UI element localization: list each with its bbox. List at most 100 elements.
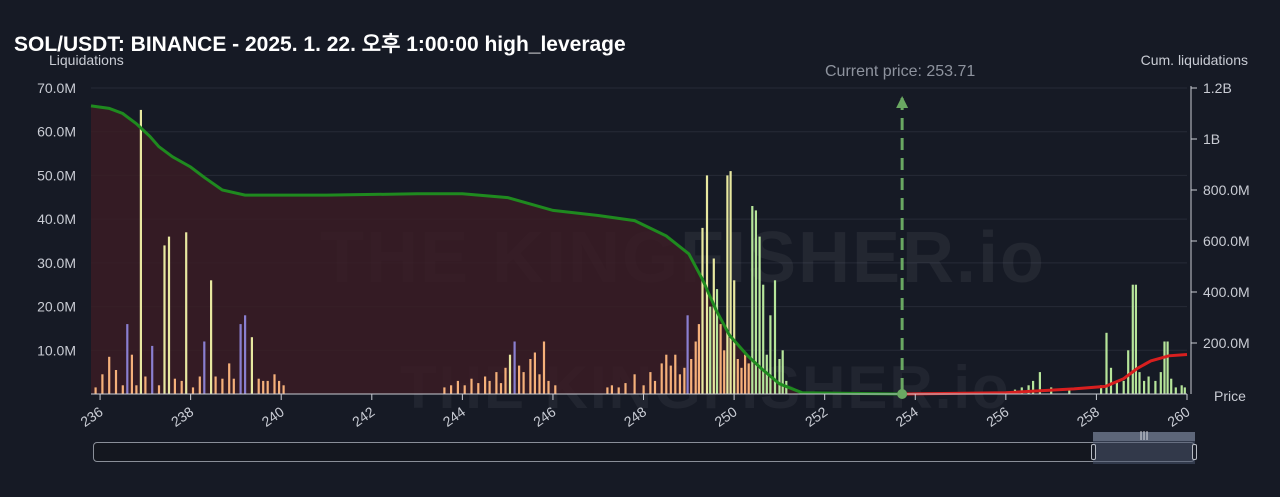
liquidation-bar	[751, 206, 754, 394]
liquidation-bar	[547, 380, 550, 394]
liquidation-bar	[262, 380, 265, 394]
liquidation-bar	[508, 354, 512, 394]
liquidation-bar	[624, 383, 627, 394]
liquidation-bar	[139, 109, 142, 395]
liquidation-bar	[554, 385, 557, 394]
liquidation-bar	[1159, 372, 1162, 394]
liquidation-bar	[1105, 332, 1108, 394]
range-handle-left[interactable]	[1091, 444, 1096, 460]
liquidation-bar	[180, 380, 183, 394]
liquidation-bar	[250, 337, 253, 394]
liquidation-bar	[1032, 380, 1035, 394]
liquidation-bar	[513, 341, 516, 394]
liquidation-bar	[144, 376, 147, 394]
liquidation-bar	[665, 354, 668, 394]
liquidation-bar	[1027, 385, 1030, 394]
liquidation-bar	[167, 236, 171, 394]
liquidation-bar	[694, 341, 697, 394]
liquidation-bar	[278, 380, 281, 394]
cum-short-line	[90, 104, 903, 396]
liquidation-bar	[477, 383, 480, 394]
liquidation-bar	[633, 374, 636, 394]
liquidation-bar	[1068, 389, 1071, 394]
liquidation-bar	[740, 367, 743, 394]
liquidation-bar	[683, 367, 686, 394]
liquidation-bar	[533, 352, 536, 394]
right-axis-title: Cum. liquidations	[1140, 52, 1248, 68]
liquidation-bar	[130, 354, 133, 394]
liquidation-bar	[709, 306, 712, 394]
right-tick-label: 1B	[1203, 131, 1220, 147]
liquidation-bar	[736, 359, 739, 394]
right-tick-label: 600.0M	[1203, 233, 1250, 249]
liquidation-bar	[239, 324, 242, 394]
liquidation-bar	[257, 378, 260, 394]
liquidation-bar	[781, 350, 784, 394]
liquidation-bar	[157, 385, 161, 394]
liquidation-bar	[499, 383, 503, 394]
grip-icon[interactable]: |||	[1139, 431, 1149, 441]
liquidation-bar	[705, 175, 709, 394]
liquidation-bar	[1127, 350, 1130, 394]
liquidation-bar	[733, 280, 736, 394]
liquidation-bar	[121, 385, 124, 394]
liquidation-bar	[697, 324, 700, 394]
liquidation-bar	[504, 367, 507, 394]
liquidation-bar	[1163, 341, 1166, 394]
price-axis-title: Price	[1214, 388, 1246, 404]
liquidation-bar	[754, 210, 757, 394]
liquidation-bar	[669, 365, 672, 394]
x-tick-label: 258	[1074, 403, 1102, 430]
liquidation-bar	[686, 315, 689, 394]
right-tick-label: 400.0M	[1203, 284, 1250, 300]
current-price-marker	[896, 96, 909, 399]
current-price-arrow-icon	[896, 96, 909, 108]
liquidation-bar	[610, 385, 613, 394]
liquidation-bar	[173, 378, 176, 394]
range-handle-right[interactable]	[1192, 444, 1197, 460]
liquidation-bar	[518, 365, 521, 394]
liquidation-bar	[221, 378, 224, 394]
liquidation-bar	[463, 385, 466, 394]
liquidation-bar	[642, 385, 645, 394]
cum-long-line	[902, 353, 1188, 396]
range-navigator-window[interactable]	[1093, 432, 1195, 464]
liquidation-bar	[1174, 387, 1177, 394]
liquidation-bar	[653, 380, 657, 394]
liquidation-bar	[1038, 372, 1041, 394]
liquidation-bar	[114, 370, 118, 394]
liquidation-bar	[1154, 380, 1157, 394]
liquidation-bar	[690, 359, 693, 394]
liquidation-bar	[522, 372, 525, 394]
current-price-label: Current price: 253.71	[825, 63, 976, 80]
cum-short-area	[91, 105, 903, 395]
liquidation-bar	[762, 284, 765, 394]
liquidation-bar	[282, 385, 285, 394]
liquidation-bar	[135, 385, 138, 394]
right-tick-label: 800.0M	[1203, 182, 1250, 198]
left-axis-title: Liquidations	[49, 52, 124, 68]
liquidation-bar	[678, 374, 681, 394]
liquidation-bar	[617, 387, 620, 394]
left-tick-label: 30.0M	[37, 255, 76, 271]
liquidation-bar	[1147, 376, 1150, 394]
liquidation-bar	[712, 258, 715, 394]
right-tick-label: 1.2B	[1203, 80, 1232, 96]
liquidation-bar	[203, 341, 206, 394]
liquidation-bar	[660, 363, 663, 394]
liquidation-bar	[1170, 378, 1173, 394]
liquidation-bar	[108, 356, 111, 394]
liquidation-bar	[443, 387, 446, 394]
liquidation-bar	[1134, 284, 1137, 394]
liquidation-bar	[529, 359, 532, 394]
liquidation-bar	[1180, 385, 1183, 394]
liquidation-bar	[1122, 380, 1125, 394]
liquidation-bar	[244, 315, 247, 394]
left-tick-label: 70.0M	[37, 80, 76, 96]
liquidation-bar	[1100, 385, 1103, 394]
liquidation-bar	[214, 376, 217, 394]
liquidation-bar	[495, 372, 498, 394]
liquidation-bar	[1109, 367, 1113, 394]
liquidation-chart: THE KINGFISHER.io THE KINGFISHER.io 70.0…	[37, 80, 1250, 430]
range-navigator[interactable]	[93, 442, 1195, 462]
